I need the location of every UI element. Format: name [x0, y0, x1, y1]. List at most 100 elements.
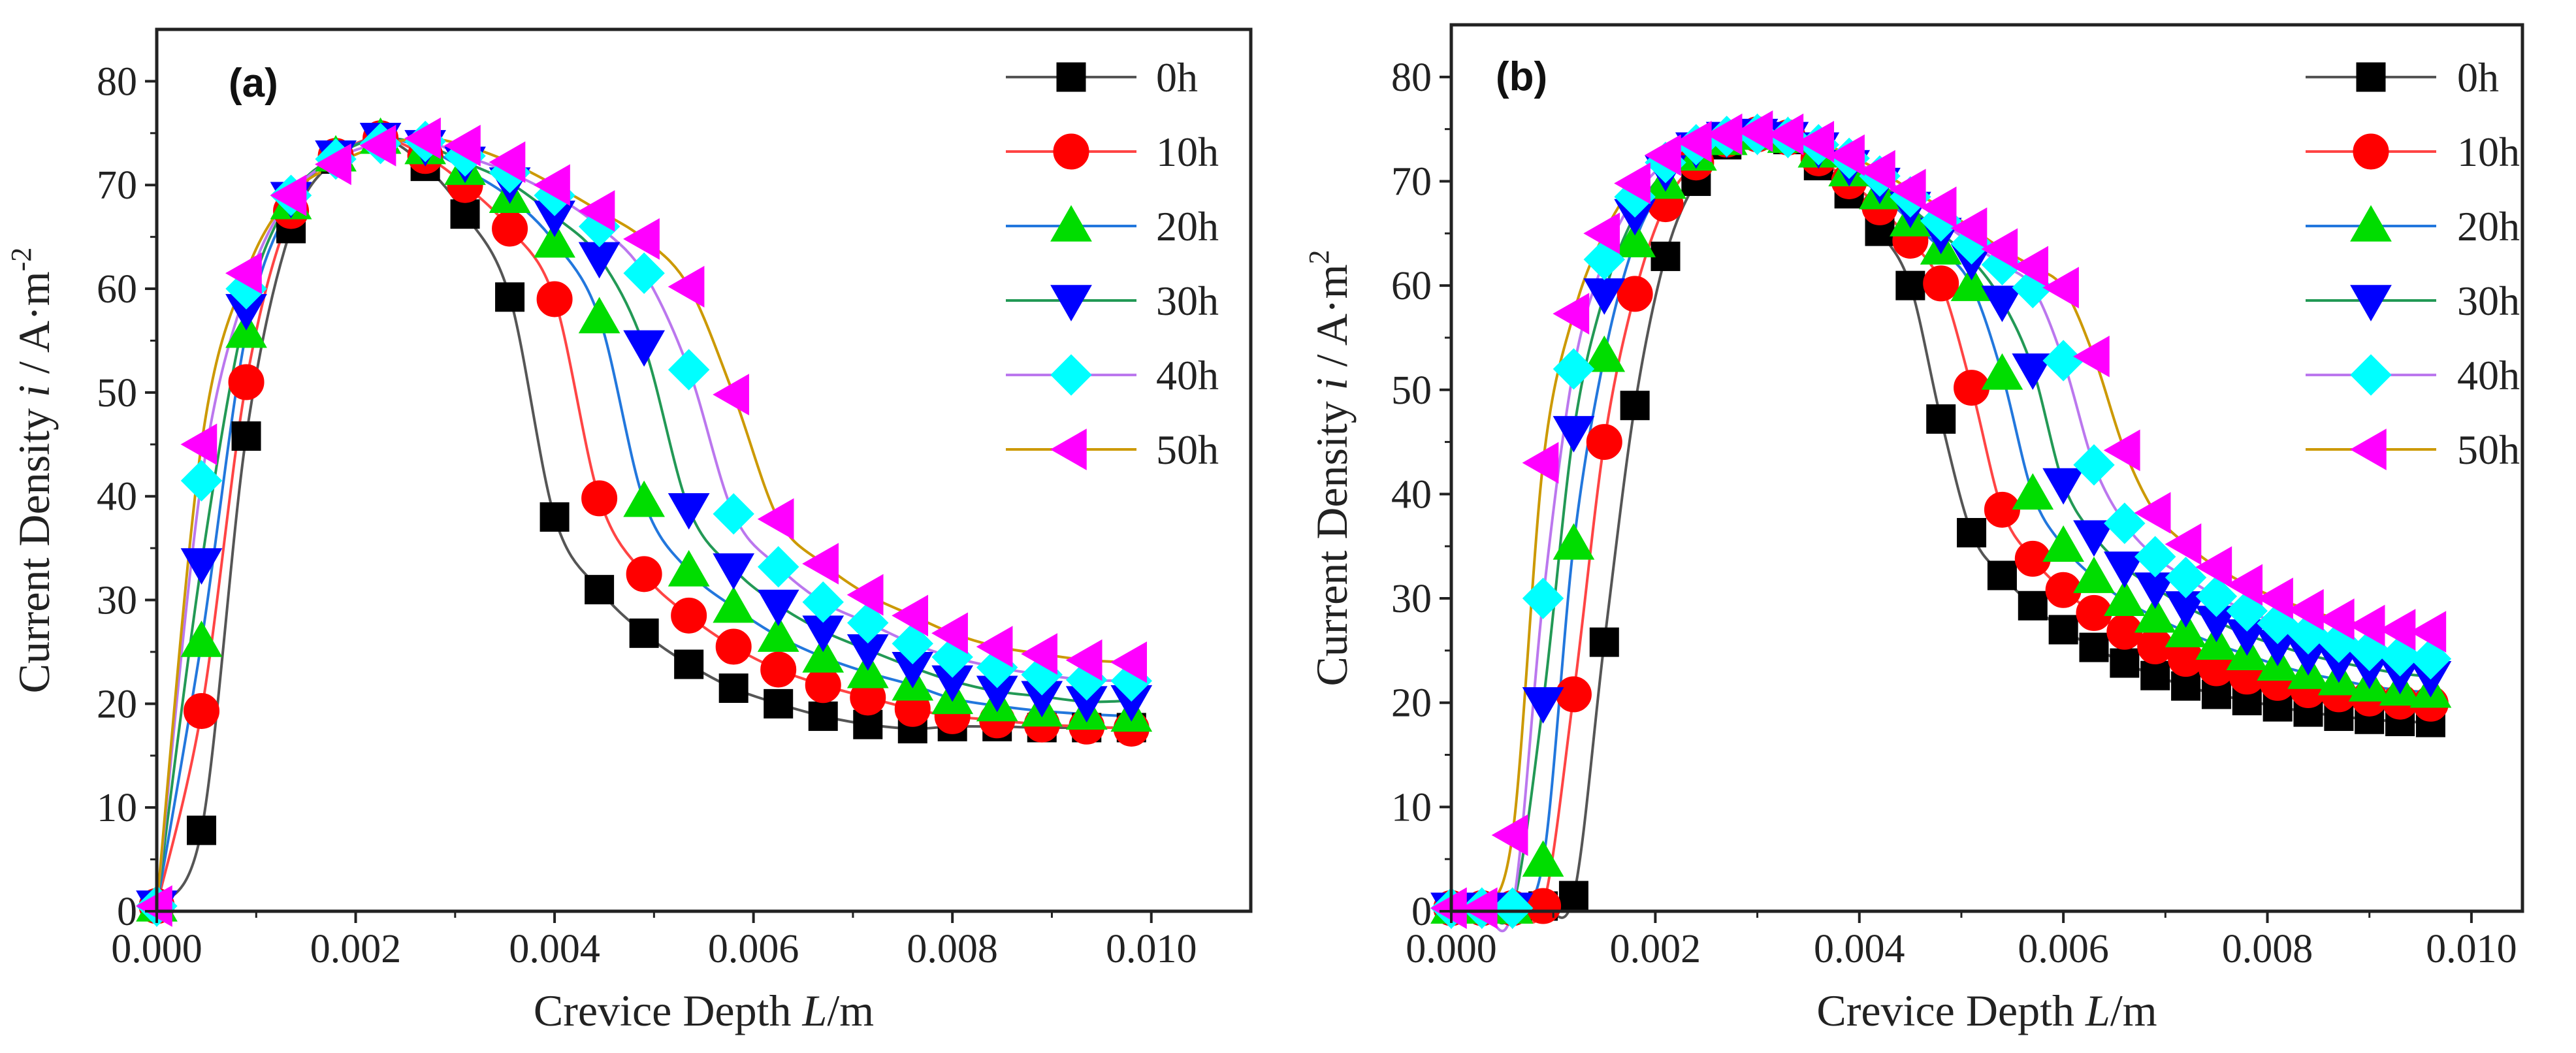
- y-tick-label: 80: [97, 59, 137, 104]
- data-point-50h: [668, 266, 705, 308]
- data-point-10h: [228, 364, 265, 400]
- data-point-0h: [2048, 615, 2078, 645]
- data-point-20h: [578, 297, 620, 334]
- legend: 0h 10h 20h 30h 40h 50h: [1006, 54, 1219, 473]
- data-point-10h: [715, 628, 752, 665]
- data-point-20h: [180, 621, 223, 657]
- y-axis-label: Current Density i / A·m2: [1303, 250, 1357, 687]
- y-tick-label: 20: [1391, 681, 1432, 726]
- x-axis-label-text: Crevice Depth: [1816, 986, 2085, 1035]
- y-tick-label: 10: [97, 786, 137, 830]
- data-point-50h: [1797, 120, 1835, 163]
- data-point-0h: [2110, 648, 2140, 678]
- data-point-20h: [1950, 265, 1993, 301]
- data-point-20h: [713, 586, 755, 623]
- data-point-50h: [802, 543, 839, 585]
- data-point-10h: [760, 651, 797, 688]
- data-point-0h: [764, 688, 794, 719]
- data-point-20h: [623, 480, 665, 517]
- data-point-0h: [1987, 560, 2017, 591]
- y-axis-label-unit: / A·m: [9, 271, 59, 385]
- data-point-50h: [2257, 577, 2293, 619]
- x-tick-label: 0.000: [1406, 927, 1497, 971]
- y-tick-label: 0: [117, 890, 137, 934]
- y-tick-label: 70: [1391, 159, 1432, 204]
- x-axis-label-unit: /m: [2110, 986, 2157, 1035]
- data-point-50h: [2103, 429, 2140, 472]
- data-point-50h: [1889, 169, 1926, 211]
- data-point-50h: [976, 626, 1013, 668]
- data-point-20h: [2165, 611, 2207, 647]
- legend-marker-50h: [2349, 429, 2387, 470]
- legend-marker-20h: [2350, 204, 2392, 242]
- x-tick-label: 0.006: [2018, 927, 2109, 971]
- y-tick-label: 40: [97, 475, 137, 519]
- data-point-20h: [2134, 596, 2176, 633]
- y-tick-label: 30: [1391, 577, 1432, 621]
- panel-label: (a): [229, 61, 278, 106]
- x-tick-label: 0.010: [2426, 927, 2517, 971]
- y-tick-label: 20: [97, 682, 137, 726]
- data-point-50h: [2409, 611, 2447, 653]
- legend-marker-10h: [1053, 133, 1089, 170]
- data-point-0h: [539, 502, 570, 532]
- y-tick-label: 60: [1391, 264, 1432, 308]
- data-point-20h: [2012, 473, 2054, 510]
- data-point-40h: [2073, 444, 2115, 486]
- data-point-50h: [2012, 246, 2049, 288]
- data-point-20h: [1522, 840, 1564, 877]
- data-point-0h: [585, 575, 615, 605]
- y-axis-label-var: i: [9, 385, 59, 397]
- data-point-0h: [1895, 270, 1925, 300]
- data-point-40h: [2165, 557, 2207, 598]
- data-point-10h: [492, 210, 528, 247]
- data-point-30h: [2042, 468, 2085, 505]
- data-point-20h: [1553, 523, 1595, 560]
- data-point-40h: [1522, 577, 1564, 619]
- data-point-50h: [713, 374, 749, 415]
- data-point-50h: [2226, 564, 2263, 606]
- legend-marker-30h: [1050, 285, 1092, 322]
- y-tick-label: 80: [1391, 56, 1432, 100]
- chart-panel-b: 0.000 0.002 0.004 0.006 0.008 0.010 0 10 20 30 40 5…: [1303, 23, 2524, 1035]
- x-axis-label: Crevice Depth L/m: [1816, 986, 2157, 1035]
- x-axis-label-text: Crevice Depth: [534, 986, 803, 1035]
- data-point-50h: [1828, 134, 1865, 176]
- data-point-30h: [713, 553, 755, 590]
- legend-marker-10h: [2353, 133, 2389, 170]
- y-tick-label: 70: [97, 163, 137, 208]
- plot-frame: [155, 27, 1253, 913]
- data-point-50h: [1920, 186, 1957, 229]
- data-point-50h: [931, 612, 968, 655]
- data-point-50h: [225, 252, 262, 295]
- legend-label-40h: 40h: [2457, 352, 2520, 398]
- y-tick-label: 50: [97, 371, 137, 415]
- data-point-30h: [668, 493, 710, 530]
- data-point-40h: [1492, 887, 1534, 929]
- y-axis-label-var: i: [1307, 378, 1357, 390]
- data-point-40h: [623, 252, 665, 294]
- data-point-20h: [534, 221, 575, 258]
- data-point-50h: [180, 423, 217, 466]
- x-axis-label-unit: /m: [827, 986, 874, 1035]
- x-tick-label: 0.008: [2222, 927, 2313, 971]
- x-tick-label: 0.010: [1106, 927, 1197, 971]
- data-point-40h: [713, 493, 754, 535]
- data-point-40h: [847, 602, 889, 644]
- data-point-20h: [2103, 579, 2146, 617]
- data-point-50h: [1583, 212, 1620, 255]
- data-point-50h: [270, 174, 307, 216]
- legend-marker-20h: [1050, 204, 1092, 242]
- data-point-0h: [495, 282, 525, 312]
- legend-marker-0h: [1056, 62, 1086, 92]
- data-point-50h: [1110, 641, 1148, 683]
- data-point-10h: [671, 597, 707, 634]
- legend-label-50h: 50h: [2457, 427, 2520, 473]
- x-tick-label: 0.004: [509, 927, 600, 971]
- y-tick-label: 10: [1391, 785, 1432, 830]
- data-point-10h: [626, 556, 662, 592]
- legend-label-0h: 0h: [2457, 54, 2499, 101]
- plot-frame: [1449, 23, 2524, 913]
- data-point-30h: [2073, 520, 2115, 557]
- data-point-0h: [1957, 517, 1987, 547]
